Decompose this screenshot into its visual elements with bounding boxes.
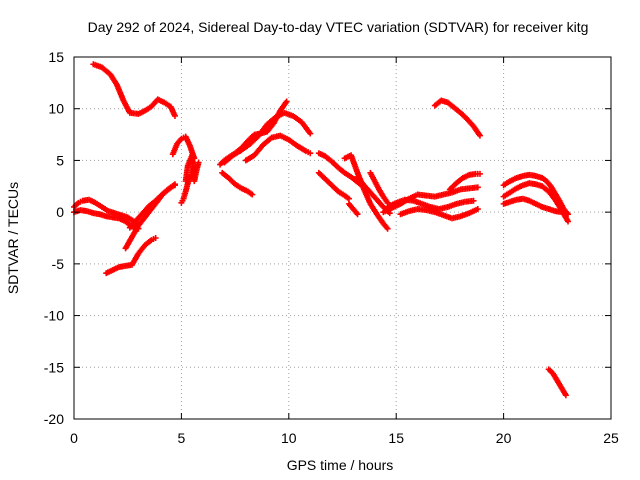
x-tick-label: 25 bbox=[603, 430, 619, 446]
y-tick-labels: 15 10 5 0 -5 -10 -15 -20 bbox=[44, 49, 64, 427]
data-point bbox=[562, 392, 569, 399]
data-point bbox=[558, 209, 565, 216]
y-axis-label: SDTVAR / TECUs bbox=[5, 182, 21, 294]
data-point bbox=[171, 112, 178, 119]
series-arc-6 bbox=[126, 181, 178, 231]
data-point bbox=[474, 184, 481, 191]
series-arc-15 bbox=[315, 169, 352, 202]
series-arc-13 bbox=[242, 132, 314, 164]
data-points bbox=[71, 61, 572, 399]
data-point bbox=[384, 225, 391, 232]
data-point bbox=[565, 218, 572, 225]
data-point bbox=[307, 150, 314, 157]
data-point bbox=[195, 159, 202, 166]
x-tick-labels: 0 5 10 15 20 25 bbox=[70, 430, 619, 446]
x-axis-label: GPS time / hours bbox=[287, 457, 394, 473]
data-point bbox=[345, 195, 352, 202]
y-tick-label: 10 bbox=[48, 101, 64, 117]
series-arc-1 bbox=[90, 61, 178, 119]
series-arc-19 bbox=[345, 200, 361, 218]
x-tick-label: 15 bbox=[388, 430, 404, 446]
x-tick-label: 10 bbox=[281, 430, 297, 446]
data-point bbox=[307, 130, 314, 137]
x-tick-label: 5 bbox=[178, 430, 186, 446]
series-arc-11 bbox=[219, 169, 256, 198]
y-tick-label: 15 bbox=[48, 49, 64, 65]
y-tick-label: 5 bbox=[56, 152, 64, 168]
series-arc-24 bbox=[431, 97, 483, 139]
grid-lines bbox=[74, 57, 611, 419]
y-tick-label: -20 bbox=[44, 411, 64, 427]
plot-frame bbox=[73, 56, 612, 420]
y-tick-label: -5 bbox=[52, 256, 65, 272]
series-arc-18 bbox=[367, 169, 391, 206]
series-arc-9 bbox=[182, 152, 202, 185]
y-tick-label: 0 bbox=[56, 204, 64, 220]
series-arc-26 bbox=[500, 180, 572, 225]
series-arc-4 bbox=[103, 235, 159, 277]
data-point bbox=[249, 191, 256, 198]
series-arc-27 bbox=[500, 195, 565, 216]
chart-title: Day 292 of 2024, Sidereal Day-to-day VTE… bbox=[88, 19, 589, 35]
data-point bbox=[476, 170, 483, 177]
y-tick-label: -15 bbox=[44, 359, 64, 375]
series-arc-21 bbox=[384, 196, 477, 213]
data-point bbox=[474, 206, 481, 213]
x-tick-label: 20 bbox=[496, 430, 512, 446]
data-point bbox=[283, 98, 290, 105]
series-arc-12 bbox=[221, 109, 314, 166]
series-arc-22 bbox=[397, 206, 481, 222]
axis-ticks bbox=[73, 56, 612, 420]
data-point bbox=[171, 181, 178, 188]
series-arc-28 bbox=[545, 366, 569, 399]
y-tick-label: -10 bbox=[44, 308, 64, 324]
data-point bbox=[476, 132, 483, 139]
series-arc-23 bbox=[446, 170, 483, 193]
data-point bbox=[152, 235, 159, 241]
data-point bbox=[470, 197, 477, 204]
data-point bbox=[354, 211, 361, 218]
x-tick-label: 0 bbox=[70, 430, 78, 446]
